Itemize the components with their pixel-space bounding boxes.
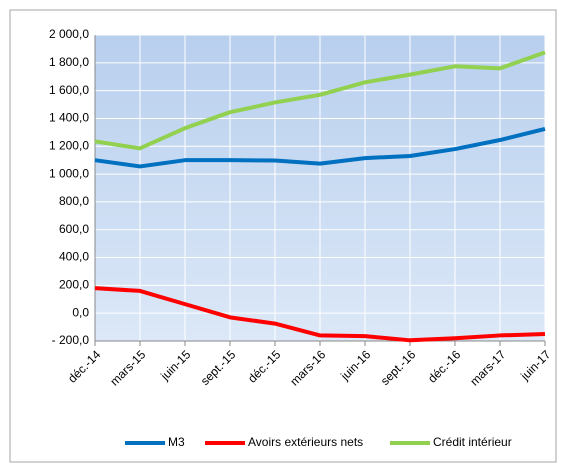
y-tick-label: 1 400,0 <box>49 111 89 125</box>
y-tick-label: 200,0 <box>59 278 89 292</box>
series-line <box>94 286 546 343</box>
legend-label: M3 <box>168 435 185 449</box>
y-tick-label: 1 600,0 <box>49 83 89 97</box>
y-tick-label: 1 200,0 <box>49 138 89 152</box>
legend-label: Avoirs extérieurs nets <box>248 435 363 449</box>
y-tick-label: 400,0 <box>59 250 89 264</box>
y-tick-label: 600,0 <box>59 222 89 236</box>
y-tick-label: - 200,0 <box>52 333 90 347</box>
series-line <box>94 50 546 151</box>
y-tick-label: 1 000,0 <box>49 166 89 180</box>
y-tick-label: 1 800,0 <box>49 55 89 69</box>
y-tick-label: 0,0 <box>72 305 89 319</box>
y-tick-label: 2 000,0 <box>49 27 89 41</box>
legend-label: Crédit intérieur <box>433 435 512 449</box>
series-line <box>94 126 546 169</box>
y-tick-label: 800,0 <box>59 194 89 208</box>
